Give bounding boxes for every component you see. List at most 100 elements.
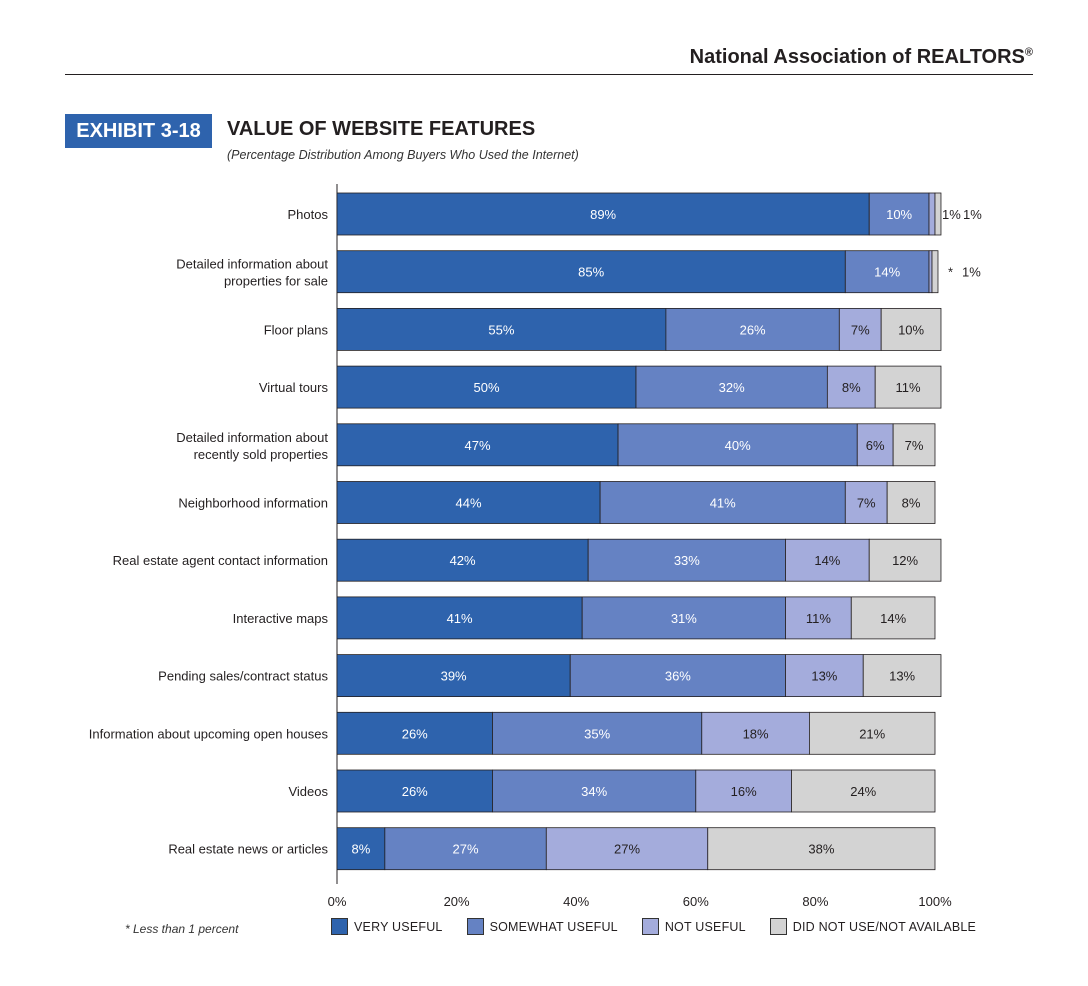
data-label: 35% <box>584 726 610 741</box>
data-label: 26% <box>402 784 428 799</box>
data-label: 27% <box>453 842 479 857</box>
data-label: 36% <box>665 669 691 684</box>
chart-title: VALUE OF WEBSITE FEATURES <box>227 118 536 140</box>
data-label: 40% <box>725 438 751 453</box>
bar-segment <box>695 769 792 813</box>
data-label: 41% <box>447 611 473 626</box>
bar-segment <box>868 538 942 582</box>
bar-segment <box>701 711 810 755</box>
data-label: 55% <box>488 322 514 337</box>
bar-segment <box>336 307 667 351</box>
legend-label: SOMEWHAT USEFUL <box>489 919 618 934</box>
category-label: Real estate agent contact information <box>113 553 328 568</box>
data-label: 14% <box>880 611 906 626</box>
data-label: 27% <box>614 842 640 857</box>
bar-segment <box>874 365 942 409</box>
registered-mark: ® <box>1024 46 1033 59</box>
legend-swatch <box>466 918 484 935</box>
org-name: National Association of REALTORS® <box>689 46 1033 68</box>
x-tick-label: 40% <box>563 894 589 909</box>
data-label: 24% <box>850 784 876 799</box>
bar-segment <box>791 769 936 813</box>
bar-segment <box>844 481 888 524</box>
data-label-outside: 1% <box>942 207 961 222</box>
exhibit-badge: EXHIBIT 3-18 <box>65 114 212 148</box>
category-label: Real estate news or articles <box>168 842 328 857</box>
bar-segment <box>587 538 786 582</box>
data-label: 13% <box>811 669 837 684</box>
bar-segment <box>336 423 619 467</box>
x-tick-label: 100% <box>918 894 952 909</box>
x-tick-label: 0% <box>328 894 347 909</box>
bar-segment <box>384 827 547 871</box>
bar-segment <box>862 654 942 697</box>
bar-segment <box>336 827 386 871</box>
bar-segment <box>880 307 942 351</box>
category-label: Videos <box>288 784 328 799</box>
legend-item: SOMEWHAT USEFUL <box>466 918 618 935</box>
data-label: 44% <box>456 496 482 511</box>
category-label: Information about upcoming open houses <box>89 726 329 741</box>
legend-swatch <box>331 918 348 935</box>
category-label: Detailed information about properties for… <box>176 257 328 289</box>
bar-segment <box>336 250 846 294</box>
bar-segment <box>785 538 870 582</box>
data-label: 8% <box>902 496 921 511</box>
data-label: 41% <box>710 496 736 511</box>
legend-item: NOT USEFUL <box>641 918 746 935</box>
data-label: 10% <box>898 322 924 337</box>
bar-segment <box>599 481 846 524</box>
bar-segment <box>707 827 936 871</box>
data-label: 42% <box>450 553 476 568</box>
bar-segment <box>844 250 930 294</box>
bar-segment <box>617 423 858 467</box>
data-label: 11% <box>806 611 831 626</box>
data-label: 7% <box>851 322 870 337</box>
bar-segment <box>892 423 936 467</box>
data-label: 21% <box>859 726 885 741</box>
bar-segment <box>336 192 870 236</box>
data-label-outside: * <box>948 265 953 280</box>
data-label: 13% <box>889 669 915 684</box>
bar-segment <box>569 654 786 697</box>
data-label: 38% <box>808 842 834 857</box>
bar-segment <box>809 711 936 755</box>
bar-segment <box>336 654 571 697</box>
bar-segment <box>336 711 493 755</box>
data-label: 16% <box>731 784 757 799</box>
data-label: 7% <box>905 438 924 453</box>
x-tick-label: 20% <box>444 894 470 909</box>
data-label: 33% <box>674 553 700 568</box>
footnote: * Less than 1 percent <box>125 922 239 936</box>
data-label: 39% <box>441 669 467 684</box>
data-label: 31% <box>671 611 697 626</box>
bar-segment <box>785 654 864 697</box>
header-rule <box>65 74 1033 75</box>
bar-segment <box>850 596 936 640</box>
data-label: 14% <box>814 553 840 568</box>
bar-segment <box>934 192 942 236</box>
legend-swatch <box>769 918 787 935</box>
bar-segment <box>928 192 936 236</box>
stacked-bar-chart: Photos 89% 10% 1% 1%Detailed information abo… <box>89 184 982 909</box>
bar-segment <box>928 250 933 294</box>
data-label: 85% <box>578 265 604 280</box>
category-label: Interactive maps <box>233 611 329 626</box>
data-label: 7% <box>857 496 876 511</box>
category-label: Detailed information about recently sold … <box>176 430 328 462</box>
data-label: 89% <box>590 207 616 222</box>
x-tick-label: 60% <box>683 894 709 909</box>
data-label: 11% <box>896 380 921 395</box>
data-label: 32% <box>719 380 745 395</box>
bar-segment <box>336 596 583 640</box>
bar-segment <box>492 769 697 813</box>
data-label: 8% <box>842 380 861 395</box>
category-label: Neighborhood information <box>178 496 328 511</box>
bar-segment <box>492 711 703 755</box>
category-label: Photos <box>288 207 329 222</box>
category-label: Virtual tours <box>259 380 329 395</box>
data-label: 8% <box>352 842 371 857</box>
bar-segment <box>336 481 601 524</box>
bar-segment <box>336 538 589 582</box>
data-label: 18% <box>743 726 769 741</box>
